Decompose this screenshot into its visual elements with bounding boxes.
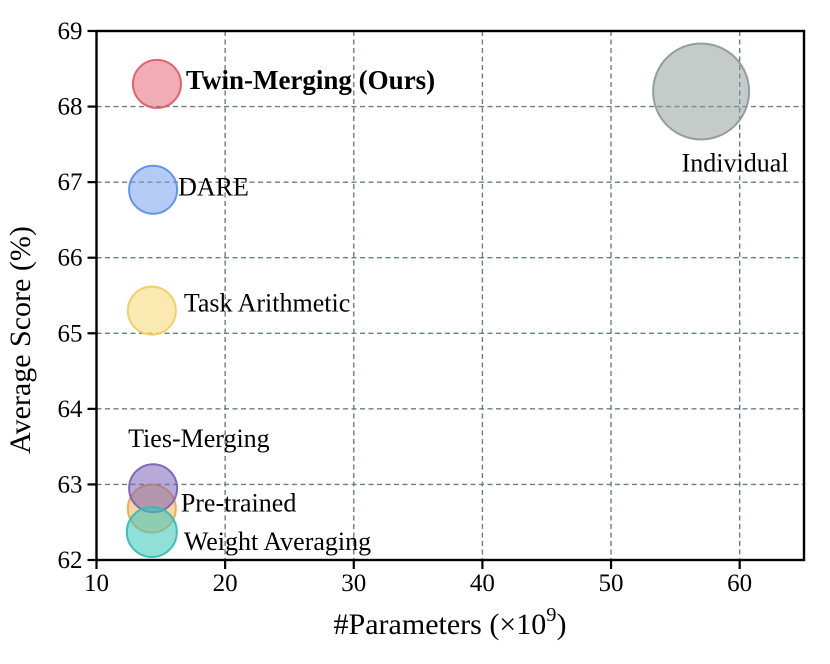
y-tick-label: 62 <box>58 547 83 574</box>
bubble-ties-merging <box>128 463 179 514</box>
bubble-dare <box>128 164 179 215</box>
x-tick-label: 30 <box>341 570 366 597</box>
y-tick-label: 65 <box>58 320 83 347</box>
y-tick-label: 63 <box>58 471 83 498</box>
y-tick-label: 69 <box>58 18 83 45</box>
x-tick-label: 50 <box>599 570 624 597</box>
label-individual: Individual <box>682 148 789 177</box>
bubble-task-arithmetic <box>126 285 177 336</box>
bubble-individual <box>652 42 751 141</box>
tick-labels: 10 20 30 40 50 60 62 63 64 65 66 67 68 69 <box>58 18 753 597</box>
bubble-twin-merging-ours- <box>131 58 182 109</box>
label-twin-merging-ours-: Twin-Merging (Ours) <box>186 65 435 95</box>
y-tick-label: 67 <box>58 169 83 196</box>
label-pre-trained: Pre-trained <box>181 489 297 518</box>
point-annotations: Pre-trained Ties-Merging Weight Averaging T… <box>128 65 788 556</box>
plot-border <box>95 29 806 562</box>
bubble-series <box>125 42 751 559</box>
bubble-weight-averaging <box>125 506 178 559</box>
x-tick-label: 20 <box>213 570 238 597</box>
y-tick-label: 68 <box>58 94 83 121</box>
label-ties-merging: Ties-Merging <box>128 424 270 453</box>
label-task-arithmetic: Task Arithmetic <box>184 289 350 318</box>
x-tick-label: 60 <box>727 570 752 597</box>
x-tick-label: 10 <box>84 570 109 597</box>
x-tick-label: 40 <box>470 570 495 597</box>
y-tick-label: 66 <box>58 245 83 272</box>
y-axis-title: Average Score (%) <box>4 226 37 454</box>
y-tick-label: 64 <box>58 396 84 423</box>
x-axis-title: #Parameters (×109) <box>334 604 567 641</box>
tick-marks <box>87 29 741 569</box>
label-dare: DARE <box>178 173 249 202</box>
label-weight-averaging: Weight Averaging <box>184 527 371 556</box>
